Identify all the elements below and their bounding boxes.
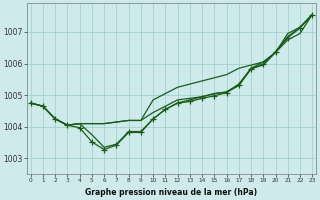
X-axis label: Graphe pression niveau de la mer (hPa): Graphe pression niveau de la mer (hPa) bbox=[85, 188, 258, 197]
